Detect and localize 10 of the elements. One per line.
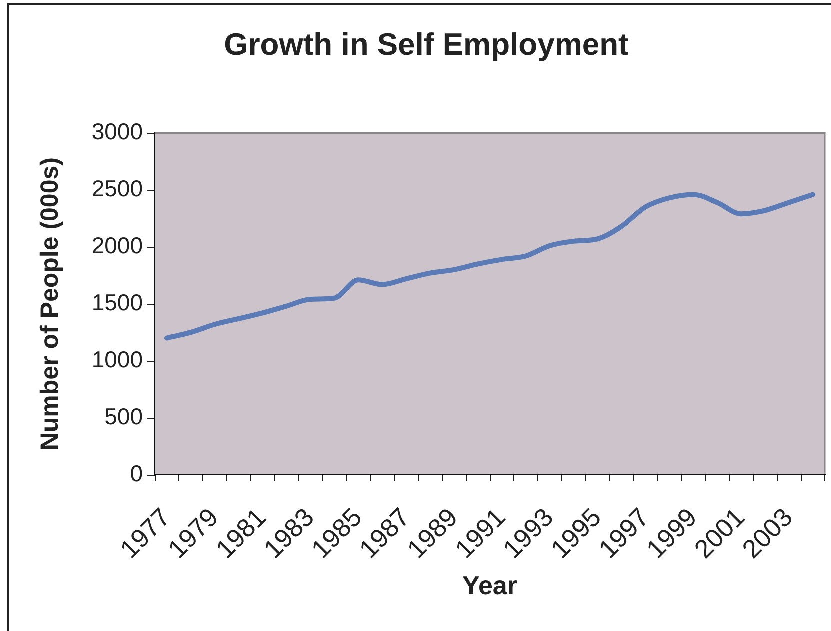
y-tick-label: 2000 (92, 232, 143, 258)
y-tick-label: 1000 (92, 346, 143, 372)
x-axis-title: Year (462, 570, 518, 601)
y-tick-label: 3000 (92, 118, 143, 145)
y-axis-title: Number of People (000s) (36, 158, 64, 451)
y-tick-label: 500 (104, 403, 143, 430)
y-tick-label: 1500 (92, 289, 143, 316)
y-tick-label: 0 (130, 460, 143, 486)
chart-title: Growth in Self Employment (224, 27, 629, 62)
y-tick-label: 2500 (92, 176, 143, 202)
